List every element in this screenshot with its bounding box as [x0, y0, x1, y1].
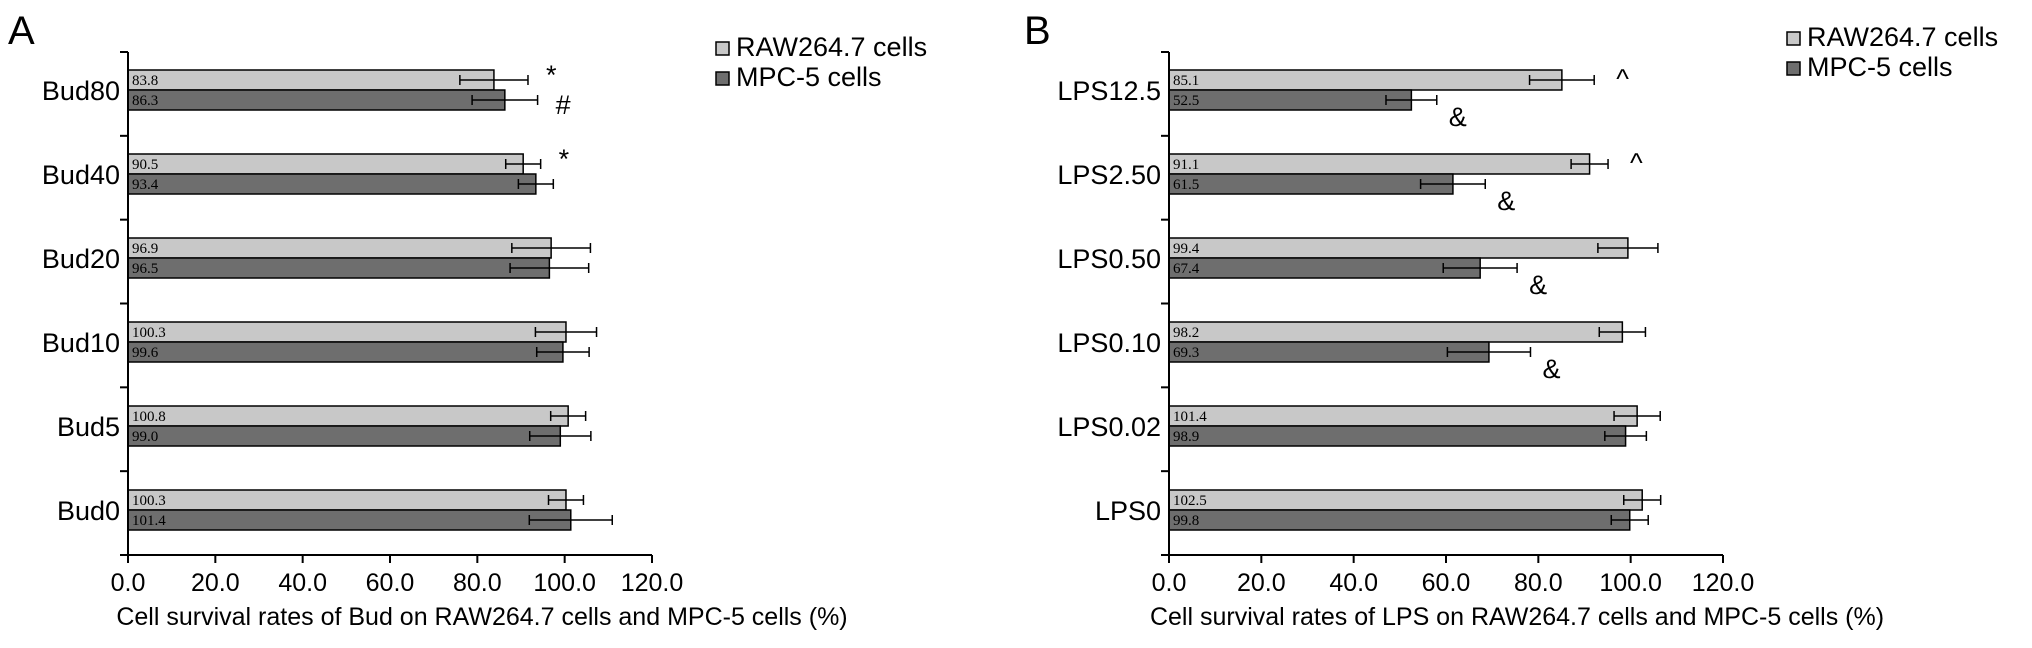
bar-mpc-lps0-02	[1168, 425, 1627, 447]
bar-mpc-lps0-10	[1168, 341, 1490, 363]
category-label: Bud0	[57, 496, 120, 526]
legend-swatch-mpc	[715, 71, 730, 86]
data-label: 90.5	[132, 157, 158, 173]
category-label: Bud80	[42, 76, 120, 106]
data-label: 52.5	[1173, 93, 1199, 109]
data-label: 61.5	[1173, 177, 1199, 193]
bar-raw-bud0	[127, 489, 567, 511]
bar-mpc-bud5	[127, 425, 562, 447]
data-label: 100.3	[132, 493, 166, 509]
category-label: LPS2.50	[1057, 160, 1161, 190]
bar-raw-lps12-5	[1168, 69, 1563, 91]
category-label: Bud5	[57, 412, 120, 442]
chart-panel-b: B 85.1 ^ 52.5 & LPS12.5 91.1 ^ 61.5 & LPS2.50 99.4 6…	[1016, 0, 2032, 648]
x-tick-label: 40.0	[278, 569, 327, 597]
significance-marker: ^	[1616, 64, 1629, 94]
significance-marker: *	[559, 144, 570, 174]
x-tick-label: 60.0	[1422, 569, 1471, 597]
significance-marker: &	[1497, 186, 1515, 216]
data-label: 99.8	[1173, 513, 1199, 529]
category-label: LPS0.10	[1057, 328, 1161, 358]
data-label: 96.5	[132, 261, 158, 277]
bar-mpc-lps0	[1168, 509, 1631, 531]
bar-mpc-bud10	[127, 341, 564, 363]
data-label: 99.4	[1173, 241, 1200, 257]
bar-raw-bud80	[127, 69, 495, 91]
category-label: Bud10	[42, 328, 120, 358]
data-label: 102.5	[1173, 493, 1207, 509]
x-tick-label: 20.0	[191, 569, 240, 597]
category-label: LPS0	[1095, 496, 1161, 526]
chart-panel-a: A 83.8 * 86.3 # Bud80 90.5 * 93.4 Bud40 96.9 96.5 Bu…	[8, 9, 927, 631]
data-label: 83.8	[132, 73, 158, 89]
x-tick-label: 120.0	[621, 569, 684, 597]
category-label: Bud20	[42, 244, 120, 274]
x-tick-label: 100.0	[1599, 569, 1662, 597]
category-label: LPS12.5	[1057, 76, 1161, 106]
data-label: 91.1	[1173, 157, 1199, 173]
bar-mpc-lps0-50	[1168, 257, 1481, 279]
bud-survival-chart: A 83.8 * 86.3 # Bud80 90.5 * 93.4 Bud40 96.9 96.5 Bu…	[8, 9, 927, 631]
category-label: Bud40	[42, 160, 120, 190]
data-label: 85.1	[1173, 73, 1199, 89]
bar-raw-lps0-02	[1168, 405, 1638, 427]
x-axis-title: Cell survival rates of Bud on RAW264.7 c…	[116, 603, 847, 631]
bar-mpc-bud0	[127, 509, 572, 531]
data-label: 96.9	[132, 241, 158, 257]
x-tick-label: 100.0	[533, 569, 596, 597]
bar-mpc-bud20	[127, 257, 551, 279]
significance-marker: #	[556, 90, 571, 120]
data-label: 98.9	[1173, 429, 1199, 445]
significance-marker: *	[546, 60, 557, 90]
data-label: 100.8	[132, 409, 166, 425]
x-tick-label: 120.0	[1692, 569, 1755, 597]
category-label: LPS0.02	[1057, 412, 1161, 442]
significance-marker: &	[1542, 354, 1560, 384]
significance-marker: ^	[1630, 148, 1643, 178]
significance-marker: &	[1449, 102, 1467, 132]
legend-swatch-raw	[1786, 31, 1801, 46]
bar-raw-bud10	[127, 321, 567, 343]
bar-raw-lps0	[1168, 489, 1643, 511]
bar-raw-bud40	[127, 153, 524, 175]
bar-mpc-lps12-5	[1168, 89, 1413, 111]
data-label: 86.3	[132, 93, 158, 109]
data-label: 99.0	[132, 429, 158, 445]
x-tick-label: 40.0	[1329, 569, 1378, 597]
data-label: 98.2	[1173, 325, 1199, 341]
bar-raw-lps2-50	[1168, 153, 1591, 175]
x-tick-label: 0.0	[1152, 569, 1187, 597]
legend-swatch-raw	[715, 41, 730, 56]
panel-label: B	[1024, 9, 1051, 53]
panel-label: A	[8, 9, 35, 53]
x-axis-title: Cell survival rates of LPS on RAW264.7 c…	[1150, 603, 1884, 631]
legend-entry: RAW264.7 cells	[736, 32, 927, 62]
x-tick-label: 80.0	[1514, 569, 1563, 597]
bar-raw-lps0-10	[1168, 321, 1624, 343]
legend-swatch-mpc	[1786, 61, 1801, 76]
lps-survival-chart: B 85.1 ^ 52.5 & LPS12.5 91.1 ^ 61.5 & LPS2.50 99.4 6…	[1024, 9, 1998, 631]
x-tick-label: 0.0	[111, 569, 146, 597]
bar-mpc-bud40	[127, 173, 537, 195]
x-tick-label: 80.0	[453, 569, 502, 597]
x-tick-label: 20.0	[1237, 569, 1286, 597]
bar-raw-bud20	[127, 237, 552, 259]
legend-entry: MPC-5 cells	[1807, 52, 1953, 82]
data-label: 100.3	[132, 325, 166, 341]
data-label: 69.3	[1173, 345, 1199, 361]
data-label: 101.4	[132, 513, 166, 529]
category-label: LPS0.50	[1057, 244, 1161, 274]
data-label: 93.4	[132, 177, 159, 193]
data-label: 67.4	[1173, 261, 1200, 277]
legend-entry: MPC-5 cells	[736, 62, 882, 92]
legend-entry: RAW264.7 cells	[1807, 22, 1998, 52]
data-label: 99.6	[132, 345, 159, 361]
significance-marker: &	[1529, 270, 1547, 300]
bar-raw-lps0-50	[1168, 237, 1629, 259]
data-label: 101.4	[1173, 409, 1207, 425]
x-tick-label: 60.0	[366, 569, 415, 597]
bar-mpc-lps2-50	[1168, 173, 1454, 195]
bar-raw-bud5	[127, 405, 569, 427]
bar-mpc-bud80	[127, 89, 506, 111]
